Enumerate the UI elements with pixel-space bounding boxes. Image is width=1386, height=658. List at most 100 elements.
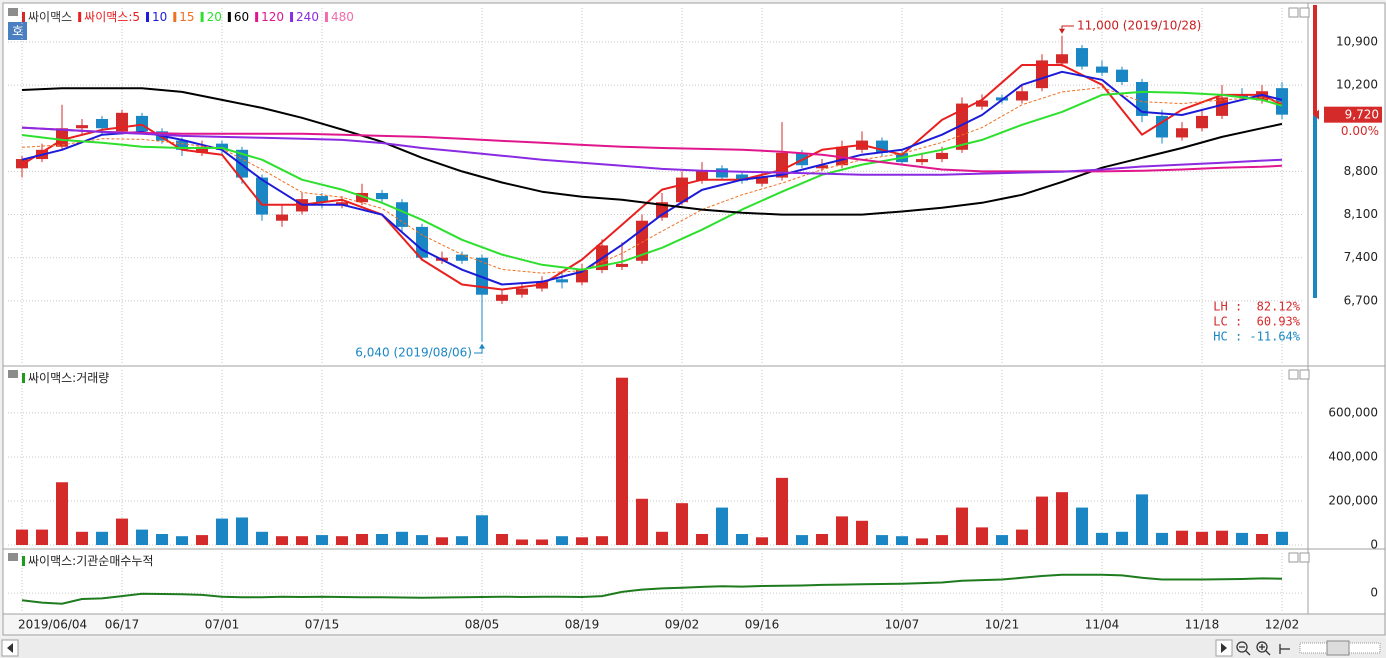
- x-tick-label: 10/07: [885, 618, 920, 632]
- stat-line: HC : -11.64%: [1213, 330, 1300, 344]
- volume-bar: [136, 529, 148, 545]
- y-tick-label: 6,700: [1344, 293, 1378, 307]
- volume-bar: [576, 537, 588, 545]
- quote-button[interactable]: 호: [12, 24, 23, 38]
- candle-body: [356, 192, 368, 203]
- candle-body: [1216, 97, 1228, 116]
- candle-body: [1016, 91, 1028, 101]
- legend-marker: [227, 12, 231, 22]
- volume-bar: [916, 538, 928, 545]
- y-tick-label: 8,100: [1344, 207, 1378, 221]
- panel-close[interactable]: [1299, 369, 1310, 380]
- volume-bar: [16, 529, 28, 545]
- legend-label: 싸이맥스:5: [84, 10, 140, 24]
- x-tick-label: 09/16: [745, 618, 780, 632]
- range-bar-up: [1313, 5, 1317, 115]
- volume-bar: [1236, 532, 1248, 545]
- volume-bar: [436, 537, 448, 545]
- volume-bar: [536, 539, 548, 545]
- candle-body: [556, 279, 568, 283]
- volume-bar: [456, 536, 468, 545]
- candle-body: [1276, 88, 1288, 115]
- scrollbar: [0, 638, 1386, 658]
- panel-close[interactable]: [1299, 7, 1310, 18]
- volume-bar: [176, 536, 188, 545]
- volume-bar: [856, 520, 868, 545]
- panel-minimize[interactable]: [1288, 369, 1299, 380]
- volume-bar: [696, 533, 708, 545]
- candle-body: [136, 115, 148, 132]
- y-tick-label: 400,000: [1328, 449, 1378, 463]
- panel-minimize[interactable]: [1288, 7, 1299, 18]
- y-tick-label: 7,400: [1344, 250, 1378, 264]
- volume-bar: [76, 531, 88, 545]
- candle-body: [816, 165, 828, 169]
- candle-body: [1116, 69, 1128, 82]
- zoom-out[interactable]: [1236, 641, 1248, 653]
- price-tag-bg: [1324, 106, 1382, 123]
- legend-label: 20: [207, 10, 222, 24]
- volume-bar: [996, 535, 1008, 545]
- range-bar-down: [1313, 115, 1317, 298]
- volume-bar: [956, 507, 968, 545]
- x-tick-label: 11/18: [1185, 618, 1220, 632]
- candle-body: [756, 177, 768, 184]
- y-tick-label: 0: [1370, 586, 1378, 600]
- volume-bar: [376, 533, 388, 545]
- x-tick-label: 08/05: [465, 618, 500, 632]
- volume-bar: [596, 536, 608, 545]
- scroll-right-arrow: [1221, 643, 1227, 653]
- low-note-arrow: [479, 343, 485, 349]
- legend-marker: [173, 12, 177, 22]
- legend-label: 싸이맥스: [28, 10, 72, 24]
- volume-bar: [896, 536, 908, 545]
- candle-body: [396, 202, 408, 227]
- legend-marker: [255, 12, 259, 22]
- volume-bar: [1136, 494, 1148, 545]
- volume-bar: [776, 477, 788, 545]
- candle-body: [376, 192, 388, 200]
- ma-line: [21, 126, 1283, 173]
- x-tick-label: 08/19: [565, 618, 600, 632]
- legend-marker: [22, 12, 25, 22]
- x-tick-label: 12/02: [1265, 618, 1300, 632]
- high-note-arrow: [1059, 28, 1065, 34]
- candle-body: [916, 159, 928, 163]
- volume-bar: [216, 518, 228, 545]
- price-tag: 9,720: [1345, 108, 1379, 122]
- volume-bar: [36, 529, 48, 545]
- legend-label: 240: [296, 10, 319, 24]
- y-tick-label: 600,000: [1328, 405, 1378, 419]
- volume-bar: [636, 498, 648, 545]
- zoom-slider-thumb[interactable]: [1326, 640, 1350, 656]
- candle-body: [736, 174, 748, 181]
- zoom-in-handle: [1265, 650, 1271, 656]
- ma-line: [21, 87, 1283, 274]
- volume-bar: [196, 535, 208, 545]
- panel-close[interactable]: [1299, 552, 1310, 563]
- panel-minimize[interactable]: [1288, 552, 1299, 563]
- zoom-controls: [1236, 641, 1290, 656]
- legend-marker: [146, 12, 150, 22]
- scroll-left-arrow: [7, 643, 13, 653]
- stat-line: LH : 82.12%: [1213, 300, 1300, 314]
- volume-bar: [296, 536, 308, 545]
- candle-body: [1136, 81, 1148, 116]
- candle-body: [1176, 128, 1188, 138]
- panel-title: 싸이맥스:기관순매수누적: [28, 554, 153, 568]
- volume-bar: [616, 377, 628, 545]
- candle-body: [1056, 54, 1068, 64]
- candle-body: [316, 196, 328, 203]
- volume-bar: [316, 535, 328, 545]
- volume-bar: [1016, 529, 1028, 545]
- candle-body: [956, 103, 968, 150]
- volume-bar: [1096, 532, 1108, 545]
- candle-body: [276, 214, 288, 221]
- zoom-in[interactable]: [1256, 641, 1268, 653]
- candle-body: [1096, 66, 1108, 73]
- plot-layer: 6,700 7,400 8,100 8,800 10,200 10,900 0 200,000…: [8, 8, 1382, 632]
- panel-icon: [8, 370, 18, 378]
